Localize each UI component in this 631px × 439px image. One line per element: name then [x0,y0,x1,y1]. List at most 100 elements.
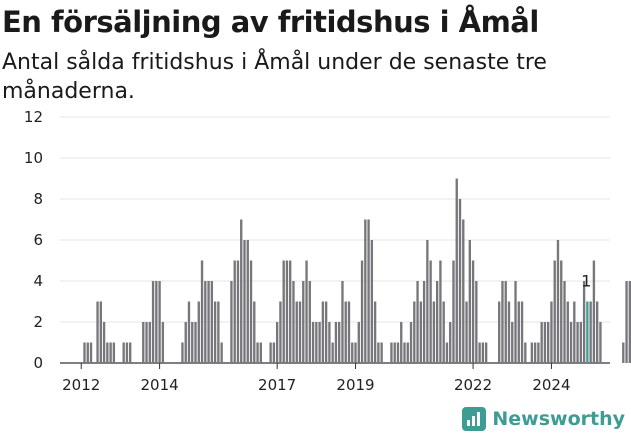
bar [207,281,210,363]
bar [230,281,233,363]
bar [204,281,207,363]
bar [413,301,416,363]
bar [452,260,455,363]
bar [442,301,445,363]
bar [334,322,338,363]
bar [595,301,599,363]
bar [553,260,556,363]
bar [468,240,471,363]
bar [582,281,586,363]
bar [289,260,292,363]
bar [380,342,383,363]
bar [129,342,132,363]
bar [429,260,432,363]
bar [295,301,298,363]
bar [321,301,325,363]
bar [249,260,253,363]
bar [445,342,449,363]
bar [625,281,628,363]
bar [292,281,295,363]
bar [396,342,400,363]
bar [282,260,285,363]
bar [96,301,99,363]
bar [86,342,89,363]
bar [246,240,249,363]
bar [112,342,116,363]
bar [259,342,262,363]
y-tick-label: 6 [33,231,43,249]
bar [272,342,276,363]
bar [475,281,478,363]
bar [269,342,272,363]
bar [579,322,583,363]
bar-chart: 0 2 4 6 8 10 12 1 2012 2014 2017 2019 2022 2024 [24,108,631,394]
bar [341,281,344,363]
bar [360,260,364,363]
bar [344,301,347,363]
bar [422,281,426,363]
bar [573,301,576,363]
page-subtitle: Antal sålda fritidshus i Åmål under de s… [2,50,547,104]
bar [308,281,311,363]
bar [354,342,357,363]
bar [416,281,419,363]
bar [302,281,305,363]
bar [315,322,318,363]
bar [628,281,631,363]
bar [592,260,596,363]
bar [106,342,109,363]
x-tick-label: 2022 [454,376,492,394]
bar [285,260,289,363]
bar [184,322,187,363]
page-title: En försäljning av fritidshus i Åmål [2,5,539,39]
bar [351,342,354,363]
bar [465,301,468,363]
bar [622,342,625,363]
bar [187,301,191,363]
bar [370,240,374,363]
bar [520,301,524,363]
bar [364,219,367,363]
bar [210,281,214,363]
bar [504,281,507,363]
bar [243,240,246,363]
bar-highlighted [586,301,589,363]
bar [279,301,282,363]
bar [517,301,520,363]
bar [462,219,465,363]
bar [498,301,501,363]
bar [253,301,256,363]
bar [409,322,413,363]
brand-name: Newsworthy [492,408,625,430]
bar [194,322,197,363]
bar [158,281,161,363]
bar [328,322,331,363]
bar-series: 1 [83,178,631,363]
bar [484,342,488,363]
bar [599,322,602,363]
bar [501,281,504,363]
bar [569,322,573,363]
bar [576,322,579,363]
newsworthy-logo-icon [462,407,487,431]
bar [478,342,481,363]
bar [122,342,125,363]
bar [367,219,370,363]
bar [191,322,194,363]
brand-logo[interactable]: Newsworthy [462,403,625,435]
bar [511,322,514,363]
bar [256,342,259,363]
bar [481,342,485,363]
x-axis: 2012 2014 2017 2019 2022 2024 [62,363,571,394]
bar [563,281,566,363]
bar [102,322,106,363]
x-tick-label: 2024 [532,376,570,394]
y-tick-label: 8 [33,190,43,208]
x-tick-label: 2019 [336,376,374,394]
bar [311,322,315,363]
bar [543,322,547,363]
bar [390,342,393,363]
bar [305,260,308,363]
bar [547,322,550,363]
bar [537,342,540,363]
